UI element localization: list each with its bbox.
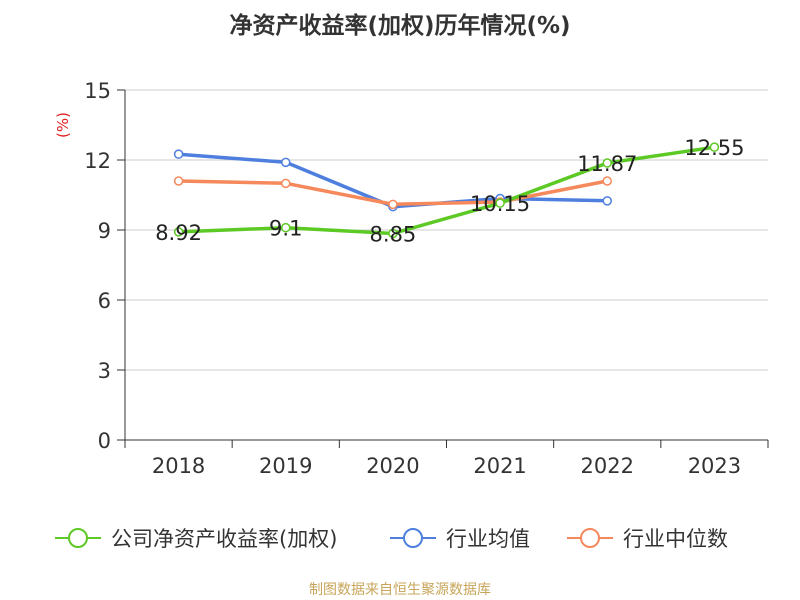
legend-item-0: 公司净资产收益率(加权) [55,527,337,551]
point-2-0 [173,176,184,186]
y-tick-label-6: 6 [98,289,111,313]
data-labels: 8.92 9.1 8.85 10.15 11.87 12.55 [155,136,744,246]
y-tick-label-3: 3 [98,359,111,383]
legend: 公司净资产收益率(加权) 行业均值 行业中位数 [55,527,728,551]
legend-swatch-marker-0 [68,528,88,548]
x-tick-label-2022: 2022 [581,454,634,478]
data-label-1: 9.1 [269,217,302,241]
point-1-4 [602,196,612,206]
y-tick-label-15: 15 [84,79,111,103]
data-label-3: 10.15 [470,192,530,216]
source-note: 制图数据来自恒生聚源数据库 [309,582,491,598]
point-0-1 [281,222,291,233]
legend-item-2: 行业中位数 [567,527,728,551]
point-2-1 [281,178,291,189]
point-1-0 [173,149,184,159]
legend-label-1: 行业均值 [446,527,530,551]
point-1-1 [281,157,291,168]
legend-swatch-marker-2 [580,528,600,548]
x-tick-label-2021: 2021 [473,454,526,478]
y-tick-label-12: 12 [84,149,111,173]
legend-label-0: 公司净资产收益率(加权) [111,527,337,551]
chart-title: 净资产收益率(加权)历年情况(%) [229,12,570,39]
x-tick-label-2023: 2023 [688,454,741,478]
data-label-4: 11.87 [577,152,637,176]
x-tick-label-2018: 2018 [152,454,205,478]
data-label-2: 8.85 [370,223,417,247]
point-2-4 [602,176,612,186]
series-line-0 [176,145,717,236]
point-0-4 [602,158,612,168]
axes: 0 3 6 9 12 15 2018 2019 2020 2021 2022 2023 [84,79,769,478]
point-0-2 [388,228,398,239]
legend-item-1: 行业均值 [390,527,530,551]
y-tick-label-9: 9 [98,219,111,243]
series-lines [173,142,720,239]
x-tick-label-2020: 2020 [366,454,419,478]
x-tick-label-2019: 2019 [259,454,312,478]
legend-swatch-marker-1 [403,528,423,548]
data-label-0: 8.92 [155,221,202,245]
series-line-1 [176,152,610,209]
y-axis-label: (%) [54,112,72,138]
point-2-2 [388,199,398,210]
point-0-5 [709,142,720,152]
data-label-5: 12.55 [684,136,744,160]
point-0-3 [495,198,505,208]
y-tick-label-0: 0 [98,429,111,453]
point-0-0 [173,227,184,237]
legend-label-2: 行业中位数 [623,527,728,551]
